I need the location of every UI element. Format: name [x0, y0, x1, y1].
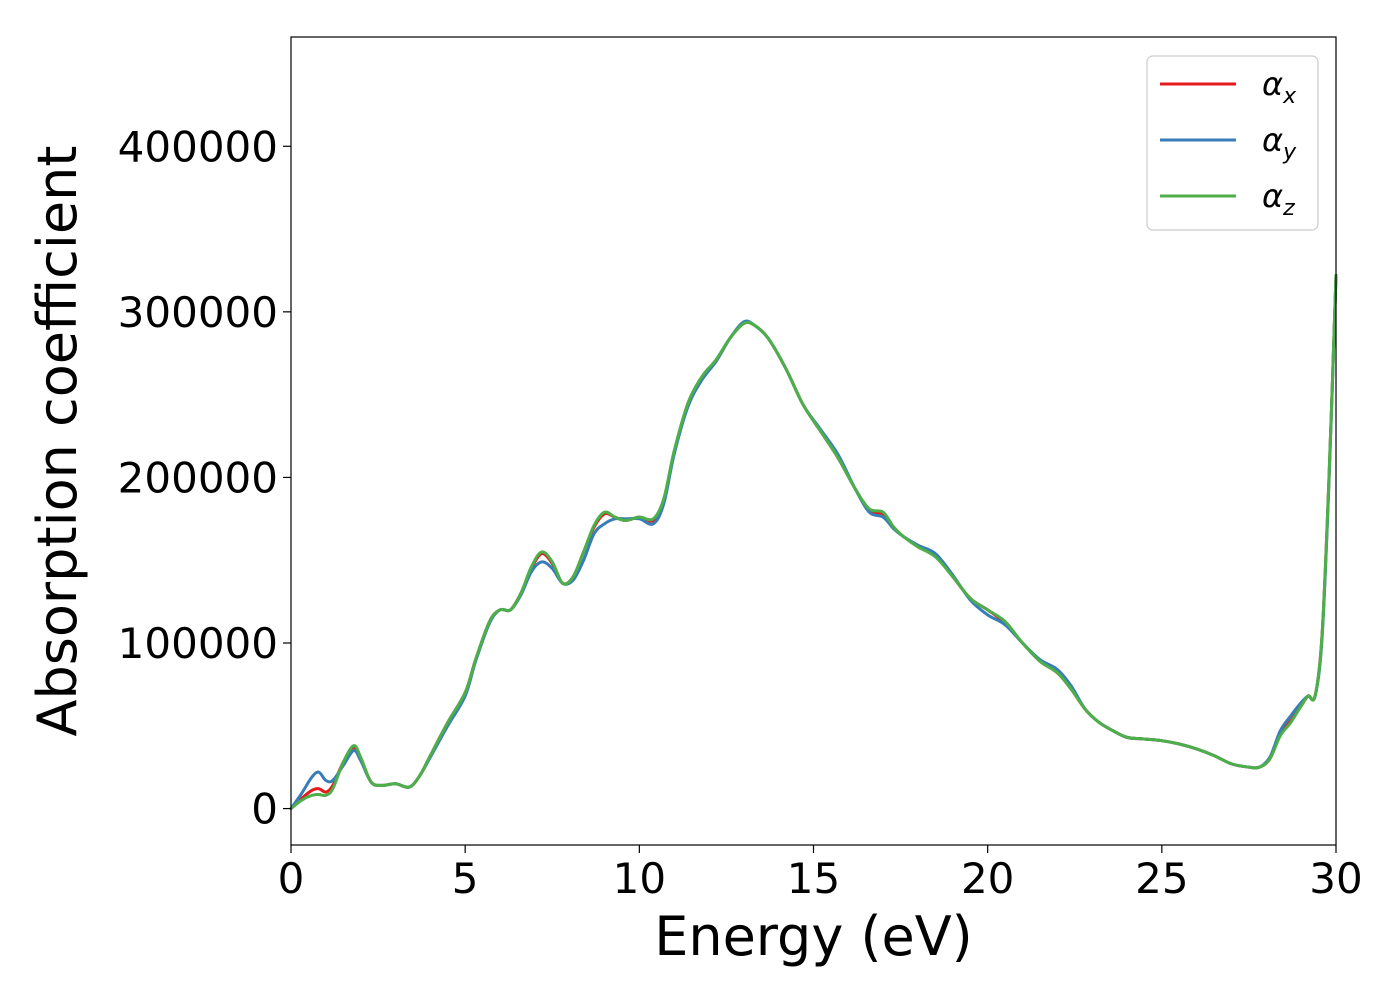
x-tick-label: 0 [278, 854, 305, 903]
legend-label-alpha-x: αx [1262, 65, 1297, 109]
x-tick-label: 20 [961, 854, 1014, 903]
legend-box [1146, 55, 1319, 231]
x-axis-label: Energy (eV) [654, 905, 973, 968]
x-axis: 0 5 10 15 20 25 30 [278, 845, 1363, 903]
y-tick-label: 100000 [118, 619, 278, 668]
y-axis-label: Absorption coefficient [26, 146, 89, 737]
series-line-alpha-z [289, 273, 1338, 811]
x-tick-label: 30 [1309, 854, 1362, 903]
series-layer [289, 273, 1338, 811]
y-tick-label: 0 [251, 785, 278, 834]
x-tick-label: 15 [787, 854, 840, 903]
y-tick-label: 200000 [118, 453, 278, 502]
y-tick-label: 300000 [118, 288, 278, 337]
y-tick-label: 400000 [118, 122, 278, 171]
x-tick-label: 25 [1135, 854, 1188, 903]
x-tick-label: 10 [613, 854, 666, 903]
x-tick-label: 5 [452, 854, 479, 903]
y-axis: 0 100000 200000 300000 400000 [118, 122, 291, 834]
